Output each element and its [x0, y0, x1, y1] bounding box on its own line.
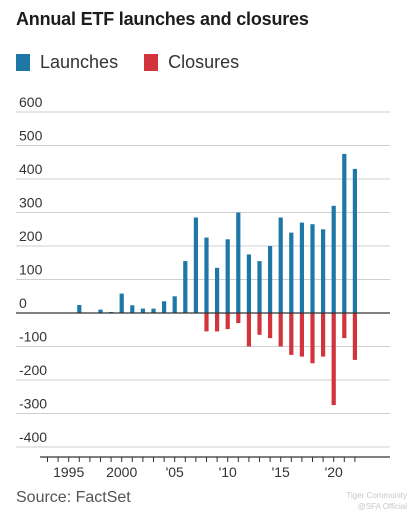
y-tick-label: 500: [19, 128, 43, 144]
y-tick-label: 300: [19, 195, 43, 211]
bar-launches-2009: [215, 267, 220, 313]
bar-launches-2006: [183, 261, 188, 313]
bar-closures-2011: [236, 313, 241, 324]
bar-launches-2004: [162, 301, 167, 313]
bar-closures-2015: [278, 313, 283, 347]
legend-swatch-closures: [144, 54, 159, 71]
bar-closures-2013: [257, 313, 262, 335]
y-tick-label: -400: [19, 429, 47, 445]
bar-closures-2012: [246, 313, 251, 347]
bar-closures-2016: [289, 313, 294, 355]
x-tick-label: '15: [272, 464, 290, 480]
bar-launches-2008: [204, 237, 209, 313]
bar-closures-2020: [331, 313, 336, 406]
bar-closures-2009: [215, 313, 220, 332]
bar-launches-2014: [268, 246, 273, 313]
x-tick-label: '20: [325, 464, 343, 480]
y-tick-label: 600: [19, 94, 43, 110]
bar-launches-2019: [321, 229, 326, 314]
legend: Launches Closures: [16, 52, 265, 73]
bar-closures-2018: [310, 313, 315, 364]
y-tick-label: 400: [19, 161, 43, 177]
legend-item-launches: Launches: [16, 52, 118, 73]
bar-launches-2021: [342, 153, 347, 313]
watermark-line-1: Tiger Community: [346, 491, 407, 500]
bar-launches-1996: [77, 305, 82, 313]
x-tick-label: 1995: [53, 464, 84, 480]
bar-closures-2017: [299, 313, 304, 357]
bar-launches-2011: [236, 212, 241, 313]
legend-label-launches: Launches: [40, 52, 119, 72]
bar-launches-2001: [130, 305, 135, 313]
bar-launches-2018: [310, 224, 315, 313]
bar-closures-2008: [204, 313, 209, 332]
bar-closures-2010: [225, 313, 230, 330]
bar-launches-2010: [225, 239, 230, 313]
bar-launches-2003: [151, 308, 156, 313]
bar-launches-2007: [193, 217, 198, 313]
y-tick-label: 100: [19, 262, 43, 278]
legend-swatch-launches: [16, 54, 30, 71]
y-tick-label: 0: [19, 295, 27, 311]
bar-launches-2022: [352, 168, 357, 313]
bar-launches-2002: [140, 308, 145, 313]
watermark-line-2: @SFA Official: [357, 502, 407, 511]
bar-launches-2016: [289, 232, 294, 313]
bar-closures-2021: [342, 313, 347, 339]
chart-title: Annual ETF launches and closures: [16, 9, 309, 29]
bar-closures-2019: [321, 313, 326, 357]
legend-label-closures: Closures: [168, 52, 240, 72]
bar-launches-2013: [257, 261, 262, 313]
y-tick-label: -300: [19, 396, 47, 412]
bar-launches-2012: [246, 254, 251, 313]
y-tick-label: -200: [19, 362, 47, 378]
source-note: Source: FactSet: [16, 489, 131, 506]
x-tick-label: '05: [166, 464, 184, 480]
bar-launches-2020: [331, 205, 336, 313]
x-tick-label: '10: [219, 464, 237, 480]
legend-item-closures: Closures: [144, 52, 239, 73]
bar-launches-1998: [98, 309, 103, 313]
bar-launches-2000: [119, 293, 124, 313]
bar-closures-2022: [352, 313, 357, 360]
bar-launches-2017: [299, 222, 304, 314]
y-tick-label: 200: [19, 228, 43, 244]
bar-closures-2014: [268, 313, 273, 339]
x-tick-label: 2000: [106, 464, 137, 480]
y-tick-label: -100: [19, 329, 47, 345]
bar-launches-2005: [172, 296, 177, 314]
bar-launches-2015: [278, 217, 283, 313]
